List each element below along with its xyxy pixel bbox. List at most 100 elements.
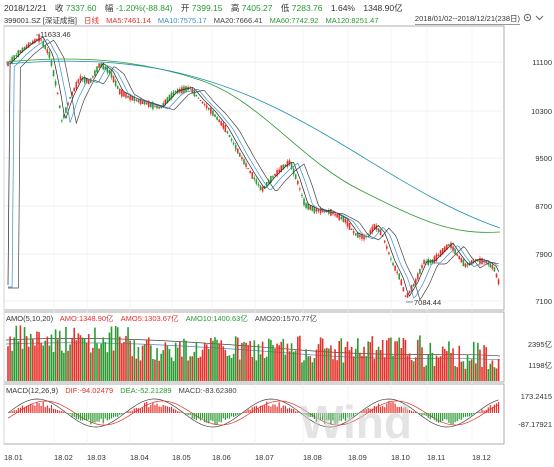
volume-bar xyxy=(412,361,415,381)
candle-body xyxy=(239,152,241,157)
candle-body xyxy=(255,179,258,184)
candle-body xyxy=(189,87,191,89)
dropdown-icon[interactable] xyxy=(535,13,544,22)
volume-bar xyxy=(462,361,465,381)
volume-bar xyxy=(54,329,57,381)
volume-bar xyxy=(495,368,498,381)
ma5-label: MA5:7461.14 xyxy=(106,16,151,25)
macd-bar xyxy=(365,409,367,413)
security-code[interactable]: 399001.SZ [深证成指] xyxy=(4,16,77,25)
volume-bar xyxy=(114,325,117,381)
macd-bar xyxy=(189,413,191,416)
candle-body xyxy=(299,188,301,190)
volume-bar xyxy=(61,350,63,381)
candle-body xyxy=(141,100,144,105)
candle-body xyxy=(332,213,334,215)
volume-bar xyxy=(263,357,266,381)
volume-bar xyxy=(152,358,154,381)
candle-body xyxy=(123,92,125,97)
candle-body xyxy=(363,235,365,240)
macd-bar xyxy=(191,413,193,419)
candle-body xyxy=(25,44,28,49)
macd-bar xyxy=(462,413,464,418)
x-tick: 18.05 xyxy=(172,453,191,462)
macd-bar xyxy=(411,410,413,413)
macd-bar xyxy=(386,403,388,413)
macd-tick: 173.2415 xyxy=(520,392,552,401)
volume-legend: AMO(5,10,20) AMO:1348.90亿 AMO5:1303.67亿 … xyxy=(6,314,322,324)
macd-bar xyxy=(351,413,353,418)
candle-body xyxy=(263,185,266,188)
volume-bar xyxy=(19,325,22,381)
settings-icon[interactable] xyxy=(523,13,532,22)
candle-body xyxy=(13,55,16,61)
candle-body xyxy=(433,256,436,263)
candle-body xyxy=(220,121,223,126)
macd-bar xyxy=(315,413,318,422)
candle-body xyxy=(456,253,458,256)
volume-bar xyxy=(145,339,148,381)
candle-body xyxy=(100,63,102,67)
volume-bar xyxy=(94,327,96,381)
macd-bar xyxy=(206,413,208,423)
period-label[interactable]: 日线 xyxy=(84,16,100,25)
macd-bar xyxy=(164,405,166,413)
candle-body xyxy=(491,264,494,269)
candle-body xyxy=(145,102,148,105)
volume-bar xyxy=(58,330,61,381)
dea-line xyxy=(7,400,499,426)
volume-bar xyxy=(253,340,256,381)
high-annotation: 11633.46 xyxy=(40,30,71,39)
dif-value: DIF:-94.02479 xyxy=(65,386,114,395)
macd-bar xyxy=(179,411,181,413)
volume-bar xyxy=(44,340,47,381)
macd-bar xyxy=(431,413,433,419)
candle-body xyxy=(458,255,461,260)
date-range-selector[interactable]: 2018/01/02--2018/12/21(238日) xyxy=(414,14,520,25)
high-label: 高 xyxy=(230,3,240,13)
candle-body xyxy=(214,114,216,117)
volume-bar xyxy=(342,362,345,381)
candle-body xyxy=(69,97,71,99)
candle-body xyxy=(278,169,280,173)
candle-body xyxy=(359,234,361,238)
candle-body xyxy=(305,203,307,208)
volume-bar xyxy=(40,342,42,381)
macd-bar xyxy=(377,403,380,413)
candle-body xyxy=(87,79,90,84)
macd-bar xyxy=(415,411,417,413)
volume-bar xyxy=(309,356,312,381)
macd-bar xyxy=(52,408,55,413)
candle-body xyxy=(338,213,340,220)
candle-body xyxy=(481,258,483,265)
volume-bar xyxy=(323,348,326,381)
volume-bar xyxy=(305,349,307,381)
volume-bar xyxy=(383,357,386,381)
macd-bar xyxy=(280,407,282,413)
candle-body xyxy=(236,148,239,154)
volume-bar xyxy=(282,338,285,381)
macd-bar xyxy=(59,410,61,413)
candle-body xyxy=(139,99,142,104)
candle-body xyxy=(94,70,96,76)
volume-bar xyxy=(301,362,303,381)
amo20-value: AMO20:1570.77亿 xyxy=(254,314,318,323)
x-tick: 18.06 xyxy=(212,453,231,462)
ma-legend: 399001.SZ [深证成指] 日线 MA5:7461.14 MA10:757… xyxy=(4,15,384,26)
watermark: Wind xyxy=(300,396,412,448)
candle-body xyxy=(118,88,121,95)
macd-bar xyxy=(338,413,340,421)
ma120-line xyxy=(5,60,501,229)
candle-body xyxy=(48,52,51,58)
volume-bar xyxy=(367,341,369,381)
volume-bar xyxy=(69,344,71,381)
volume-bar xyxy=(284,354,287,381)
macd-bar xyxy=(448,413,450,423)
macd-bar xyxy=(81,413,84,421)
volume-bar xyxy=(150,345,152,381)
candle-body xyxy=(19,50,22,54)
macd-bar xyxy=(173,408,175,413)
volume-bar xyxy=(212,340,214,381)
candle-body xyxy=(383,240,386,243)
